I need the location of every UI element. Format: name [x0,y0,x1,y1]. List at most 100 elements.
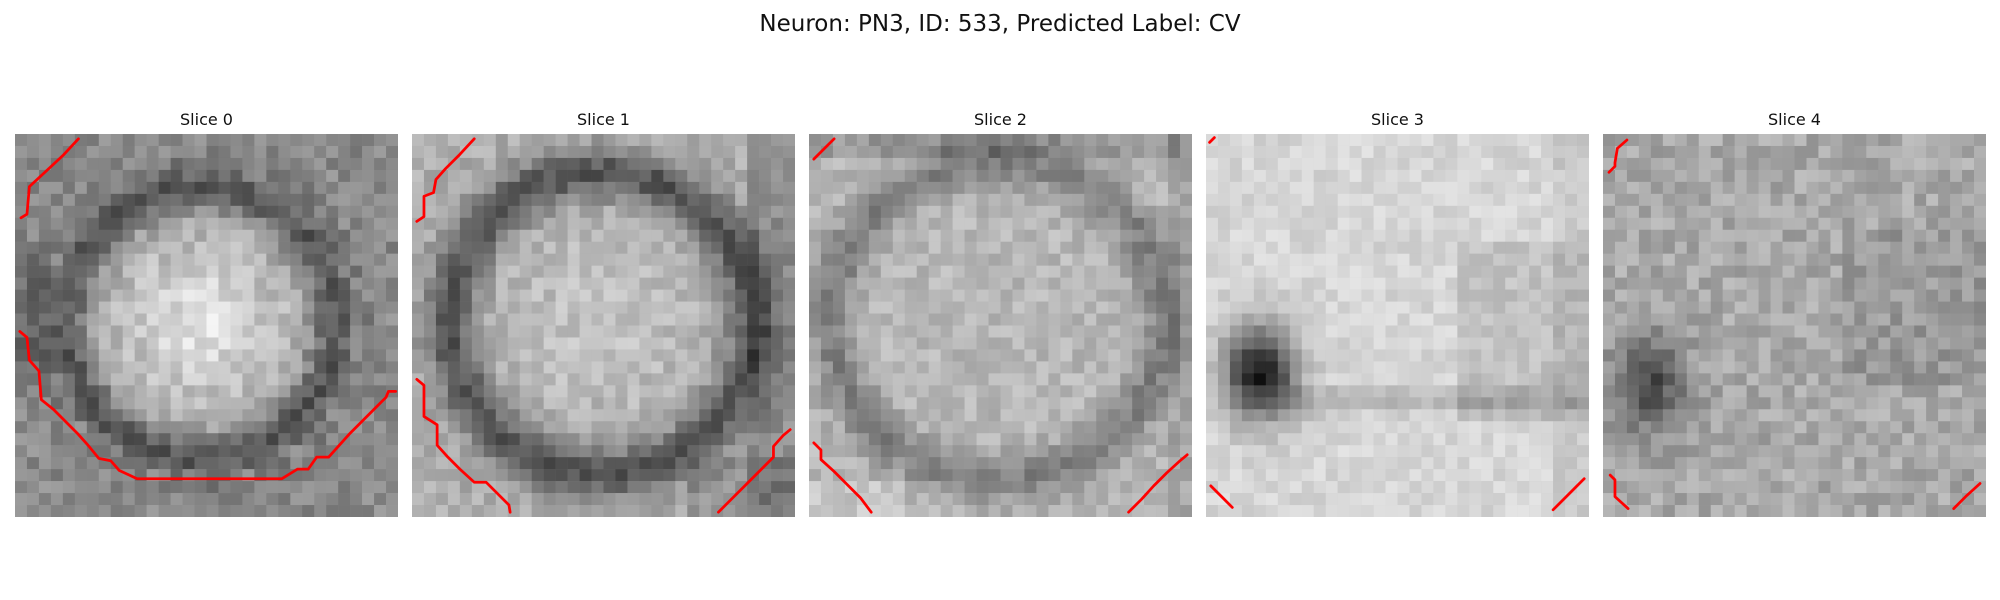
slice-3-pixel-24-11 [1493,265,1506,278]
slice-4-pixel-12-8 [1746,229,1759,242]
slice-3-pixel-24-28 [1493,469,1506,482]
slice-2-pixel-21-9 [1060,241,1073,254]
slice-0-pixel-11-6 [146,205,159,219]
slice-3-pixel-7-15 [1289,313,1302,326]
slice-4-pixel-25-8 [1902,229,1915,242]
slice-4-pixel-28-18 [1938,349,1951,362]
slice-4-pixel-5-16 [1662,325,1676,338]
slice-3-pixel-17-21 [1409,385,1422,398]
slice-3-pixel-26-31 [1517,505,1530,517]
slice-0-pixel-16-5 [206,193,219,207]
slice-0-pixel-7-25 [98,433,111,446]
slice-0-pixel-2-6 [38,205,52,219]
slice-3-pixel-22-29 [1469,481,1482,494]
slice-4-pixel-25-14 [1902,301,1915,314]
slice-0-pixel-17-27 [218,457,231,470]
slice-4-pixel-15-26 [1782,445,1795,458]
slice-3-pixel-14-31 [1373,505,1386,517]
slice-0-pixel-30-8 [374,229,387,242]
slice-2-pixel-7-8 [892,229,905,242]
slice-2-pixel-23-9 [1084,241,1097,254]
slice-4-pixel-29-7 [1950,217,1963,230]
slice-1-pixel-16-21 [603,385,616,398]
slice-0-pixel-21-9 [266,241,279,254]
slice-4-pixel-21-19 [1854,361,1867,374]
slice-4-pixel-7-4 [1686,181,1699,195]
slice-1-pixel-16-22 [603,397,616,410]
slice-1-pixel-18-18 [627,349,640,362]
slice-0-pixel-3-11 [50,265,64,278]
slice-0-pixel-1-30 [26,493,40,506]
slice-1-pixel-23-7 [687,217,700,230]
slice-2-pixel-23-18 [1084,349,1097,362]
slice-2-pixel-30-11 [1168,265,1181,278]
slice-3-pixel-12-19 [1349,361,1362,374]
slice-4-pixel-26-10 [1914,253,1927,266]
slice-0-pixel-11-20 [146,373,159,386]
slice-2-pixel-18-10 [1024,253,1037,266]
slice-0-pixel-5-3 [74,169,88,183]
slice-2-pixel-25-16 [1108,325,1121,338]
slice-2-pixel-9-30 [916,493,929,506]
slice-0-pixel-13-18 [170,349,183,362]
slice-3-pixel-18-8 [1421,229,1434,242]
slice-1-pixel-27-17 [735,337,748,350]
slice-0-pixel-29-7 [362,217,375,230]
slice-2-pixel-6-28 [880,469,894,482]
slice-1-pixel-14-8 [579,229,592,242]
slice-3-pixel-15-1 [1385,145,1398,159]
slice-3-pixel-24-15 [1493,313,1506,326]
slice-1-pixel-16-12 [603,277,616,290]
slice-3-pixel-27-17 [1529,337,1542,350]
slice-2-pixel-1-5 [820,193,834,207]
slice-0-pixel-26-21 [326,385,339,398]
slice-0-pixel-15-31 [194,505,207,517]
slice-0-pixel-25-13 [314,289,327,302]
slice-0-pixel-15-0 [194,134,207,147]
slice-2-pixel-6-5 [880,193,894,207]
slice-1-pixel-23-0 [687,134,700,147]
slice-4-pixel-20-4 [1842,181,1855,195]
slice-3-pixel-20-16 [1445,325,1458,338]
slice-2-pixel-0-28 [809,469,822,482]
slice-3-pixel-14-9 [1373,241,1386,254]
slice-1-pixel-21-19 [663,361,676,374]
slice-4-pixel-0-4 [1603,181,1616,195]
slice-3-pixel-31-23 [1577,409,1589,422]
slice-0-pixel-26-13 [326,289,339,302]
slice-2-pixel-0-2 [809,157,822,171]
slice-3-pixel-3-28 [1241,469,1255,482]
slice-0-pixel-13-30 [170,493,183,506]
slice-0-pixel-5-22 [74,397,88,410]
slice-2-pixel-9-13 [916,289,929,302]
slice-0-pixel-10-26 [134,445,147,458]
slice-3-pixel-23-4 [1481,181,1494,195]
slice-2-pixel-0-10 [809,253,822,266]
slice-1-pixel-5-16 [471,325,485,338]
slice-3-pixel-1-20 [1217,373,1231,386]
slice-4-pixel-2-23 [1626,409,1640,422]
slice-2-pixel-21-8 [1060,229,1073,242]
slice-1-pixel-18-23 [627,409,640,422]
slice-1-pixel-21-1 [663,145,676,159]
slice-4-pixel-23-1 [1878,145,1891,159]
slice-0-pixel-23-12 [290,277,303,290]
slice-4-pixel-7-13 [1686,289,1699,302]
slice-3-pixel-31-30 [1577,493,1589,506]
slice-0-pixel-28-26 [350,445,363,458]
slice-2-pixel-24-12 [1096,277,1109,290]
slice-3-pixel-25-21 [1505,385,1518,398]
slice-4-pixel-29-10 [1950,253,1963,266]
slice-3-pixel-16-27 [1397,457,1410,470]
slice-4-pixel-11-4 [1734,181,1747,195]
slice-0-pixel-14-26 [182,445,195,458]
slice-1-pixel-31-16 [783,325,795,338]
slice-0-pixel-8-30 [110,493,123,506]
slice-4-pixel-22-25 [1866,433,1879,446]
slice-0-pixel-10-9 [134,241,147,254]
slice-2-pixel-16-11 [1000,265,1013,278]
slice-3-pixel-22-10 [1469,253,1482,266]
slice-0-pixel-17-13 [218,289,231,302]
slice-3-pixel-12-17 [1349,337,1362,350]
slice-4-pixel-31-19 [1974,361,1986,374]
